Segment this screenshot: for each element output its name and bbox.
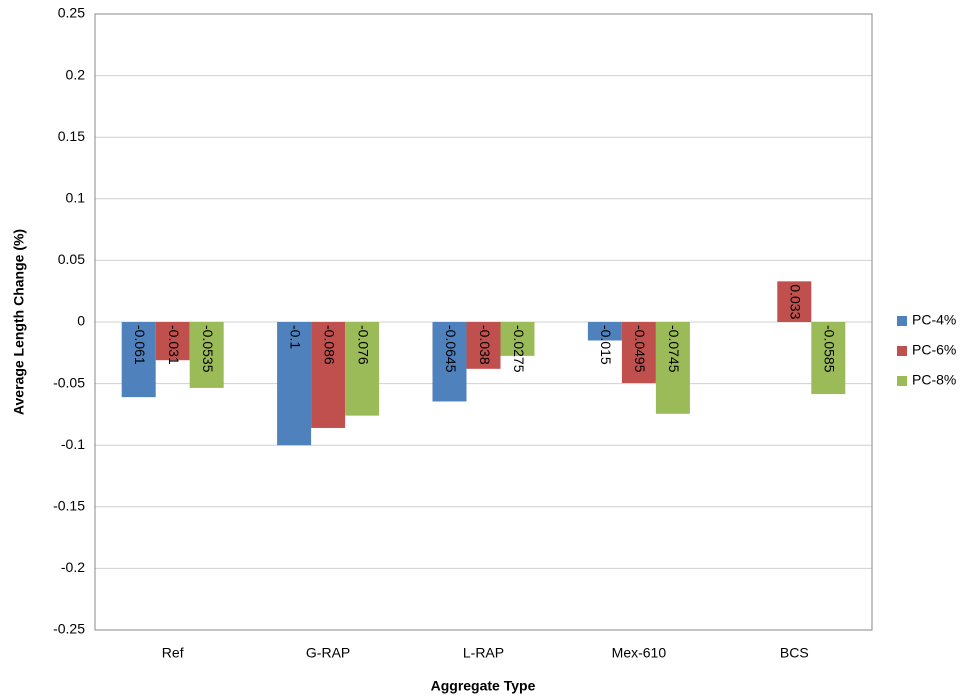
x-axis-title: Aggregate Type [431, 678, 536, 694]
bar [345, 322, 380, 416]
data-label: -0.076 [355, 325, 371, 365]
x-tick-label: Ref [162, 645, 184, 661]
bar [466, 322, 501, 369]
legend-label: PC-4% [912, 312, 956, 328]
data-label: -0.1 [287, 325, 303, 349]
bar [277, 322, 312, 446]
data-label: -0.0275 [511, 325, 527, 373]
legend-swatch [897, 346, 907, 356]
y-tick-label: 0.1 [66, 190, 86, 206]
legend-swatch [897, 376, 907, 386]
bar [189, 322, 224, 388]
x-tick-label: Mex-610 [612, 645, 667, 661]
data-label: -0.0495 [632, 325, 648, 373]
y-axis-title: Average Length Change (%) [11, 229, 27, 415]
bar [587, 322, 622, 341]
bar [777, 281, 812, 322]
y-tick-label: -0.25 [53, 621, 85, 637]
y-tick-label: 0.2 [66, 66, 86, 82]
data-label: -0.0645 [443, 325, 459, 373]
data-label: -0.0745 [666, 325, 682, 373]
plot-border [94, 13, 873, 631]
bar [500, 322, 535, 356]
bar [155, 322, 190, 361]
data-label: -0.086 [321, 325, 337, 365]
bar [655, 322, 690, 414]
x-tick-label: G-RAP [306, 645, 350, 661]
data-label: -0.0535 [200, 325, 216, 373]
data-label: -0.0585 [822, 325, 838, 373]
y-tick-label: -0.05 [53, 374, 85, 390]
data-label: -0.031 [166, 325, 182, 365]
bar [811, 322, 846, 395]
y-tick-label: -0.1 [61, 436, 85, 452]
legend-swatch [897, 316, 907, 326]
bar [121, 322, 156, 398]
bar [432, 322, 467, 402]
y-tick-label: 0.25 [58, 5, 85, 21]
x-tick-label: BCS [780, 645, 809, 661]
bar [311, 322, 346, 428]
data-label: -0.038 [477, 325, 493, 365]
y-tick-label: 0.05 [58, 251, 85, 267]
bar [621, 322, 656, 383]
y-tick-label: -0.15 [53, 498, 85, 514]
legend-label: PC-8% [912, 372, 956, 388]
y-tick-label: 0 [77, 313, 85, 329]
y-tick-label: -0.2 [61, 559, 85, 575]
legend-label: PC-6% [912, 342, 956, 358]
y-tick-label: 0.15 [58, 128, 85, 144]
data-label: -0.061 [132, 325, 148, 365]
data-label: 0.033 [788, 284, 804, 319]
data-label: -0.015 [598, 325, 614, 365]
x-tick-label: L-RAP [463, 645, 504, 661]
